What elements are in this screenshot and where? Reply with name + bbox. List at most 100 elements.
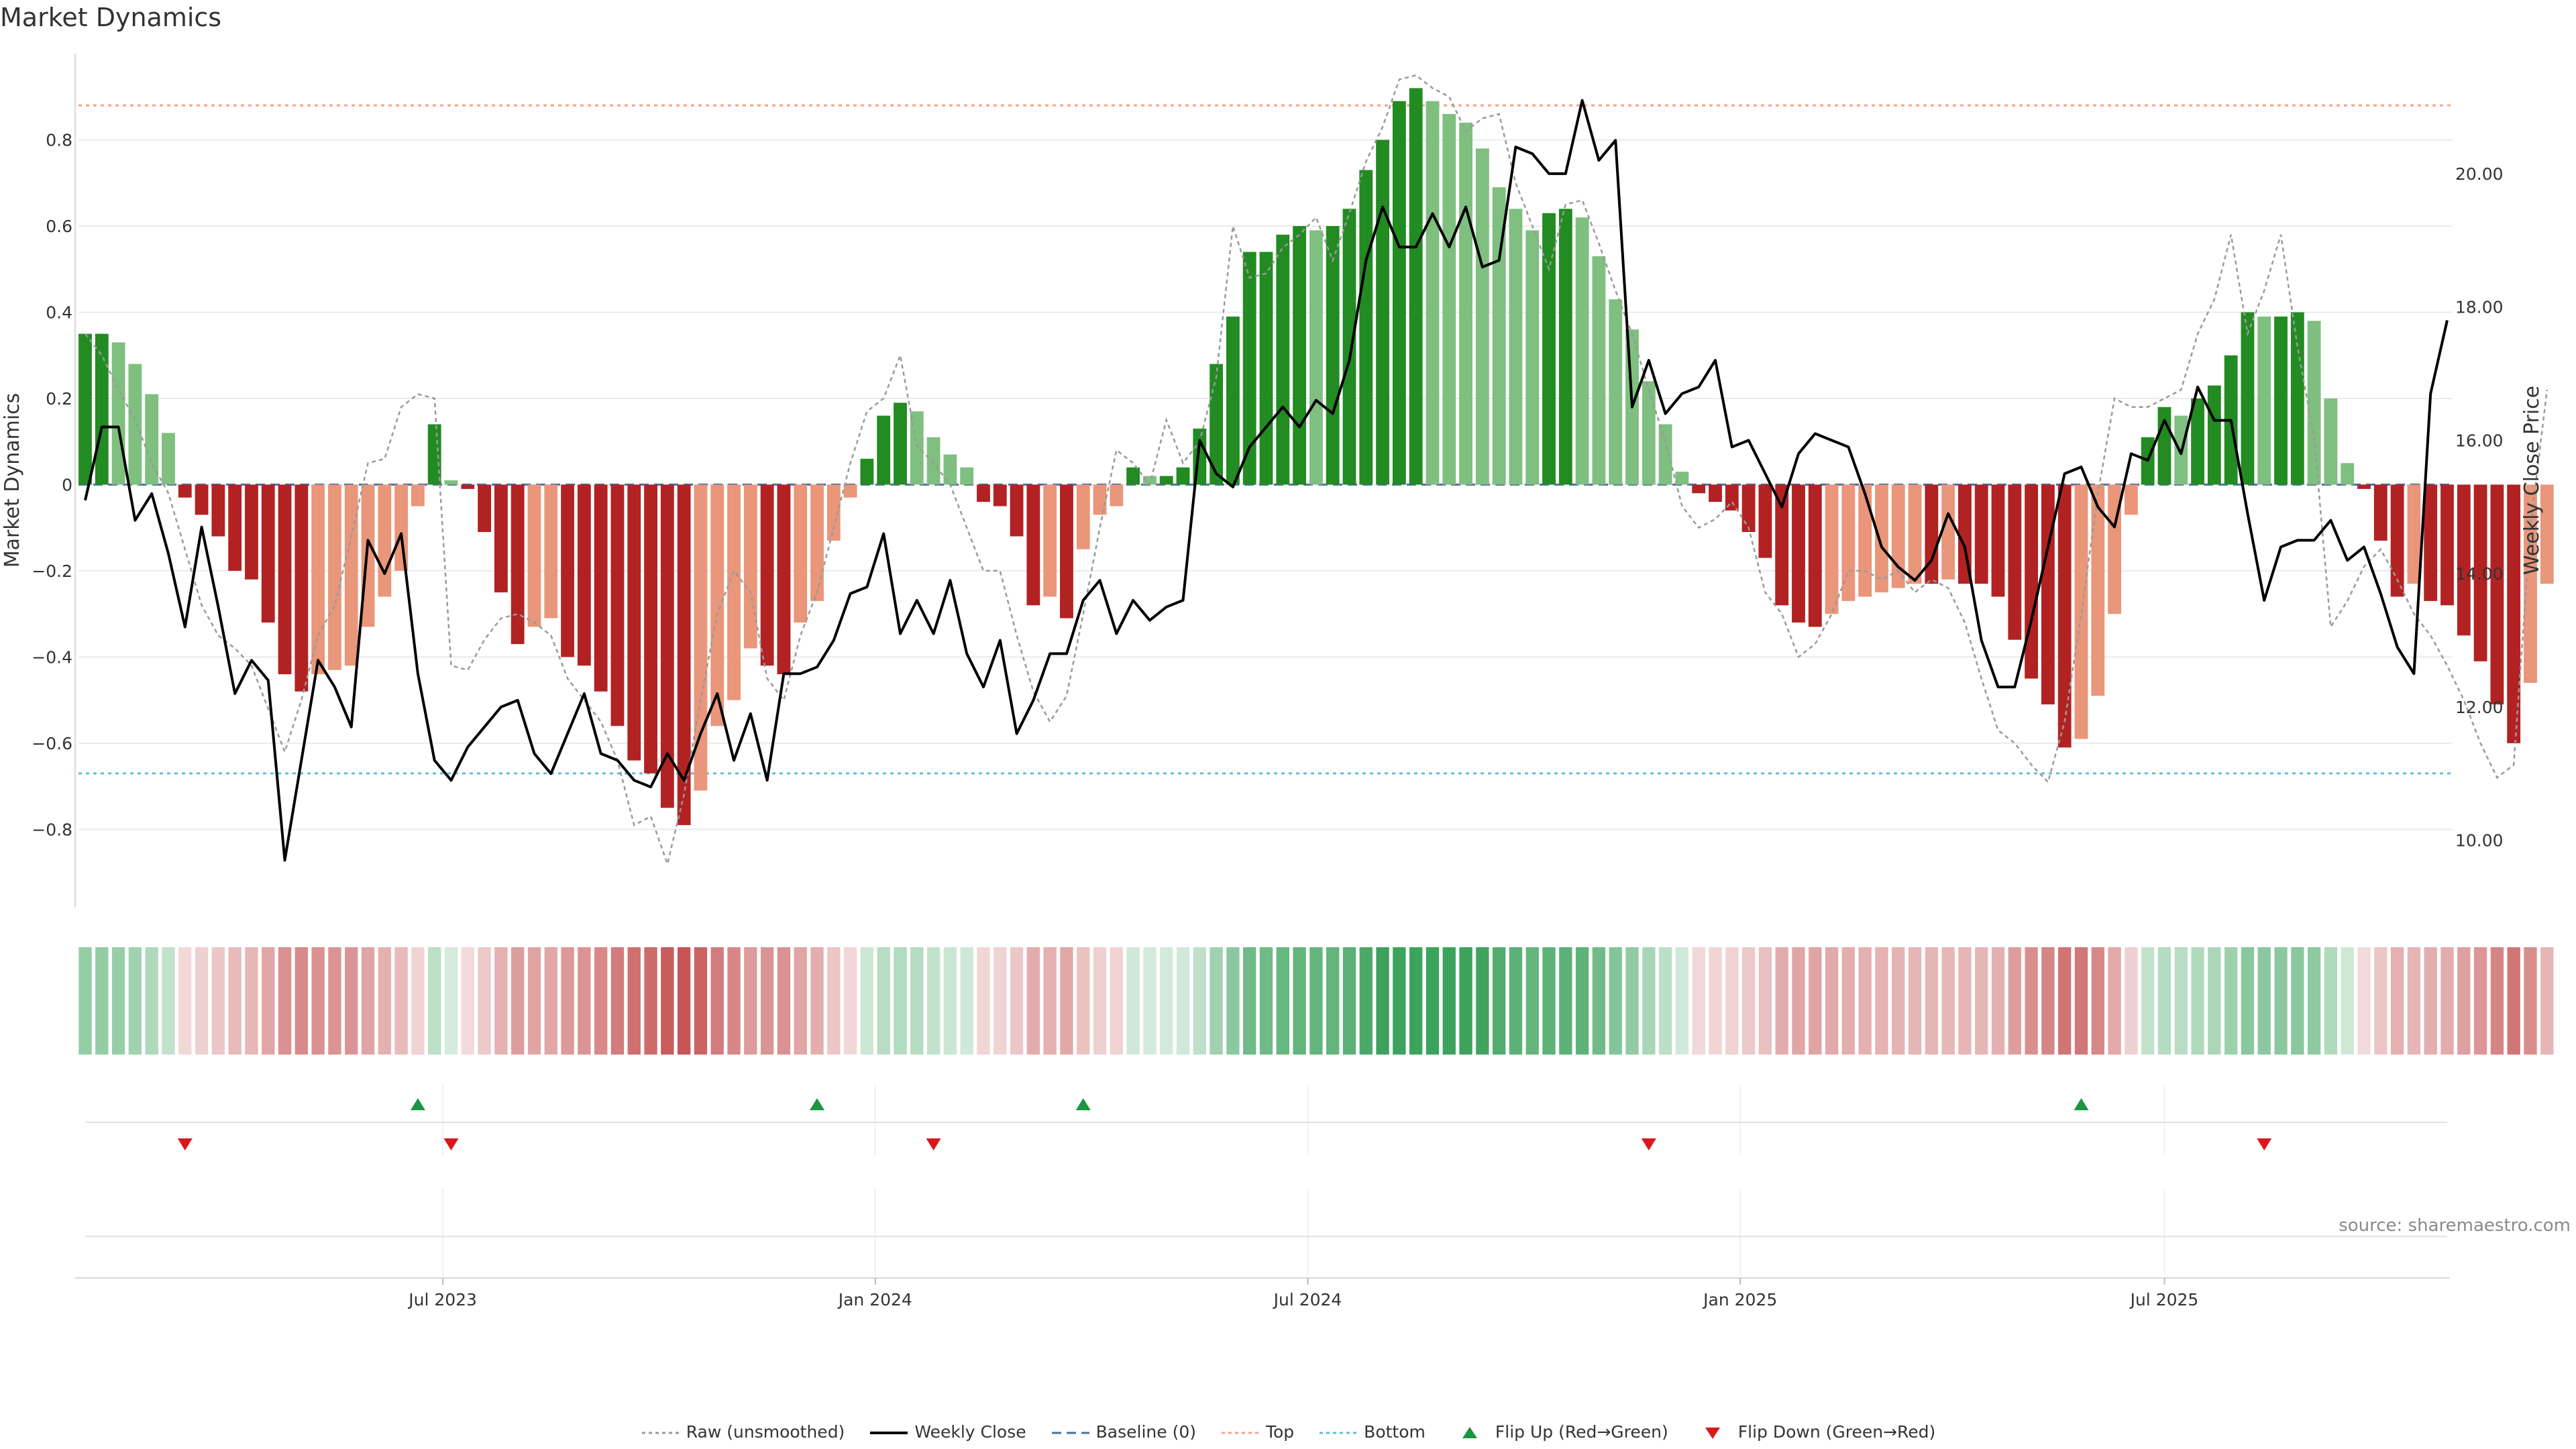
momentum-bar	[1176, 467, 1190, 485]
heat-cell	[411, 947, 425, 1055]
legend: Raw (unsmoothed) Weekly Close Baseline (0)…	[0, 1421, 2576, 1442]
momentum-bar	[1276, 234, 1290, 485]
momentum-bar	[2207, 385, 2221, 485]
momentum-bar	[411, 484, 425, 506]
momentum-bar	[311, 484, 325, 675]
momentum-bar	[910, 411, 924, 485]
heat-cell	[1010, 947, 1024, 1055]
heat-cell	[661, 947, 674, 1055]
heat-cell	[1559, 947, 1572, 1055]
momentum-bar	[993, 484, 1007, 506]
momentum-bar	[810, 484, 824, 601]
flip-down-marker	[177, 1138, 193, 1150]
heat-cell	[1393, 947, 1406, 1055]
heat-cell	[178, 947, 192, 1055]
heat-cell	[1276, 947, 1289, 1055]
heat-cell	[877, 947, 890, 1055]
heat-cell	[394, 947, 408, 1055]
heat-cell	[2473, 947, 2487, 1055]
y2-tick-label: 16.00	[2455, 431, 2504, 450]
heat-cell	[2191, 947, 2204, 1055]
heat-cell	[1043, 947, 1057, 1055]
momentum-bar	[1259, 252, 1273, 485]
momentum-bar	[877, 415, 891, 485]
heat-cell	[444, 947, 458, 1055]
momentum-bar	[1392, 101, 1406, 485]
momentum-bar	[977, 484, 990, 502]
heat-cell	[1775, 947, 1788, 1055]
heat-cell	[128, 947, 142, 1055]
heat-cell	[1293, 947, 1306, 1055]
heat-cell	[860, 947, 874, 1055]
momentum-bar	[2424, 484, 2438, 601]
heat-cell	[894, 947, 907, 1055]
heat-cell	[494, 947, 508, 1055]
momentum-bar	[1592, 256, 1606, 485]
momentum-bar	[2241, 312, 2255, 485]
momentum-bar	[195, 484, 209, 515]
flip-down-marker	[1641, 1138, 1656, 1150]
momentum-bar	[128, 364, 142, 485]
x-tick-label: Jan 2025	[1702, 1290, 1777, 1309]
heat-cell	[1609, 947, 1622, 1055]
momentum-bar	[1775, 484, 1789, 606]
momentum-bar	[627, 484, 641, 761]
legend-label: Flip Up (Red→Green)	[1495, 1421, 1668, 1442]
heat-cell	[162, 947, 175, 1055]
momentum-bars	[78, 88, 2554, 825]
momentum-bar	[228, 484, 242, 571]
momentum-bar	[1725, 484, 1739, 511]
momentum-bar	[1558, 209, 1572, 485]
momentum-bar	[2373, 484, 2387, 541]
heat-cell	[2274, 947, 2288, 1055]
momentum-bar	[1010, 484, 1024, 537]
momentum-bar	[1575, 217, 1589, 485]
momentum-bar	[960, 467, 974, 485]
heat-cell	[2025, 947, 2038, 1055]
momentum-bar	[1658, 424, 1672, 485]
heat-cell	[145, 947, 158, 1055]
heat-cell	[561, 947, 574, 1055]
heat-cell	[195, 947, 209, 1055]
heat-cell	[1925, 947, 1939, 1055]
momentum-bar	[2390, 484, 2404, 597]
heat-cell	[2174, 947, 2188, 1055]
heat-cell	[1492, 947, 1506, 1055]
heat-cell	[2457, 947, 2471, 1055]
heat-cell	[1525, 947, 1539, 1055]
y2-tick-label: 14.00	[2455, 564, 2504, 584]
heat-cell	[2091, 947, 2104, 1055]
momentum-bar	[95, 333, 109, 485]
legend-item: Baseline (0)	[1051, 1422, 1196, 1442]
heat-cell	[311, 947, 325, 1055]
momentum-bar	[2057, 484, 2072, 748]
heat-cell	[1476, 947, 1489, 1055]
heat-cell	[1625, 947, 1639, 1055]
heat-cell	[2524, 947, 2537, 1055]
momentum-bar	[1242, 252, 1256, 485]
heat-cell	[2224, 947, 2238, 1055]
momentum-bar	[1875, 484, 1888, 593]
heat-cell	[1675, 947, 1689, 1055]
momentum-bar	[1043, 484, 1057, 597]
momentum-bar	[1426, 101, 1440, 485]
momentum-bar	[162, 433, 175, 485]
momentum-bar	[660, 484, 674, 808]
legend-swatch	[641, 1432, 680, 1434]
legend-label: Bottom	[1364, 1421, 1426, 1442]
legend-label: Baseline (0)	[1095, 1421, 1196, 1442]
momentum-bar	[1991, 484, 2005, 597]
momentum-bar	[1076, 484, 1090, 549]
heat-cell	[727, 947, 741, 1055]
momentum-bar	[926, 437, 941, 485]
heat-cell	[694, 947, 708, 1055]
axes: −0.8 −0.6 −0.4 −0.2 0 0.2 0.4 0.6 0.8 10.00 12.00 1…	[1, 54, 2544, 907]
momentum-bar	[794, 484, 808, 623]
heat-cell	[1426, 947, 1440, 1055]
momentum-bar	[2274, 316, 2288, 485]
momentum-bar	[1326, 225, 1340, 485]
y-tick-label: −0.8	[32, 820, 72, 839]
momentum-bar	[2041, 484, 2055, 705]
heat-cell	[1758, 947, 1772, 1055]
heat-cell	[544, 947, 557, 1055]
